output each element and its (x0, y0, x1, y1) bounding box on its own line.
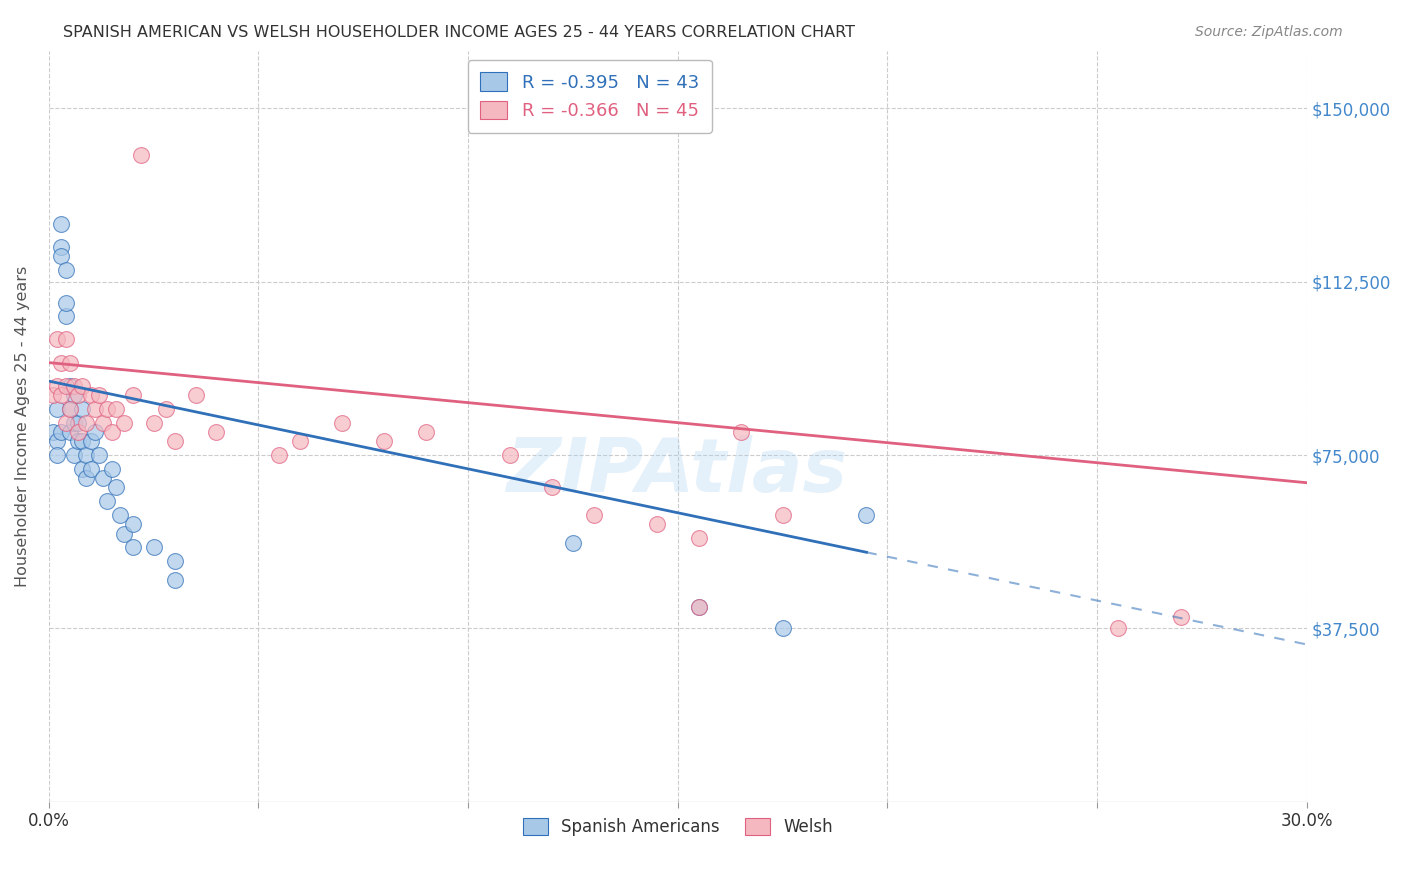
Point (184, 388, 207, 402)
Point (55, 310, 77, 324)
Point (205, 425, 228, 439)
Point (79, 462, 101, 476)
Point (772, 621, 794, 635)
Point (645, 517, 668, 532)
Point (55, 333, 77, 347)
Point (46, 378, 69, 392)
Point (330, 416, 353, 430)
Point (63, 448, 86, 462)
Point (87, 388, 110, 402)
Point (104, 480, 127, 494)
Point (76, 471, 98, 485)
Point (108, 508, 131, 522)
Point (72, 462, 94, 476)
Point (688, 531, 710, 545)
Point (100, 462, 122, 476)
Point (91, 416, 114, 430)
Point (59, 425, 82, 439)
Point (42, 388, 65, 402)
Point (142, 416, 165, 430)
Point (55, 295, 77, 310)
Point (269, 448, 291, 462)
Point (129, 147, 152, 161)
Point (59, 401, 82, 416)
Point (83, 401, 105, 416)
Point (67, 416, 90, 430)
Point (688, 600, 710, 615)
Point (76, 448, 98, 462)
Point (51, 388, 73, 402)
Point (55, 378, 77, 392)
Point (96, 494, 118, 508)
Point (730, 425, 752, 439)
Point (51, 249, 73, 263)
Point (87, 448, 110, 462)
Point (1170, 609, 1192, 624)
Point (67, 425, 90, 439)
Point (46, 448, 69, 462)
Point (104, 401, 127, 416)
Point (1107, 621, 1129, 635)
Point (163, 554, 186, 568)
Point (582, 508, 605, 522)
Point (96, 401, 118, 416)
Point (415, 425, 437, 439)
Point (163, 434, 186, 449)
Point (67, 434, 90, 449)
Point (72, 434, 94, 449)
Point (142, 541, 165, 555)
Point (112, 526, 135, 541)
Text: SPANISH AMERICAN VS WELSH HOUSEHOLDER INCOME AGES 25 - 44 YEARS CORRELATION CHAR: SPANISH AMERICAN VS WELSH HOUSEHOLDER IN… (63, 25, 855, 40)
Point (688, 600, 710, 615)
Point (46, 434, 69, 449)
Point (79, 434, 101, 449)
Point (121, 517, 143, 532)
Y-axis label: Householder Income Ages 25 - 44 years: Householder Income Ages 25 - 44 years (15, 266, 30, 587)
Point (51, 240, 73, 254)
Point (72, 378, 94, 392)
Point (67, 388, 90, 402)
Point (561, 536, 583, 550)
Point (46, 333, 69, 347)
Point (46, 401, 69, 416)
Point (121, 388, 143, 402)
Point (100, 425, 122, 439)
Legend: Spanish Americans, Welsh: Spanish Americans, Welsh (513, 807, 842, 846)
Point (155, 401, 177, 416)
Point (55, 263, 77, 277)
Point (51, 217, 73, 231)
Point (55, 416, 77, 430)
Point (72, 401, 94, 416)
Text: Source: ZipAtlas.com: Source: ZipAtlas.com (1195, 25, 1343, 39)
Point (499, 448, 522, 462)
Point (79, 388, 101, 402)
Point (63, 416, 86, 430)
Point (51, 355, 73, 369)
Point (42, 425, 65, 439)
Text: ZIPAtlas: ZIPAtlas (508, 434, 848, 508)
Point (59, 378, 82, 392)
Point (59, 355, 82, 369)
Point (83, 425, 105, 439)
Point (112, 416, 135, 430)
Point (373, 434, 395, 449)
Point (541, 480, 564, 494)
Point (163, 573, 186, 587)
Point (121, 541, 143, 555)
Point (63, 388, 86, 402)
Point (51, 425, 73, 439)
Point (59, 401, 82, 416)
Point (63, 378, 86, 392)
Point (290, 434, 312, 449)
Point (91, 471, 114, 485)
Point (76, 416, 98, 430)
Point (772, 508, 794, 522)
Point (855, 508, 877, 522)
